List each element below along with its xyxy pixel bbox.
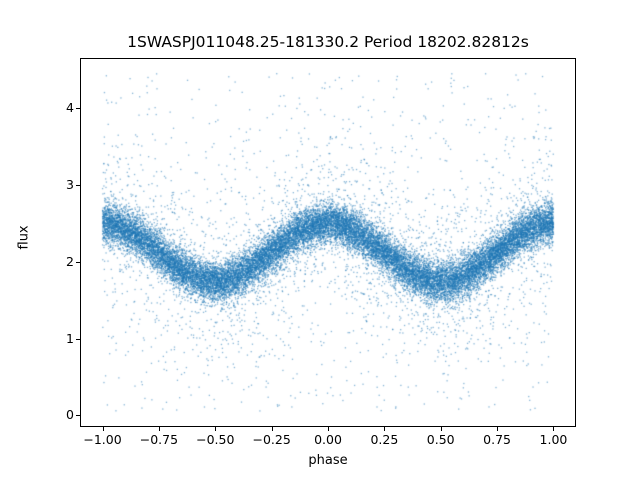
x-tick-mark — [271, 427, 273, 431]
y-tick-label: 0 — [66, 407, 74, 423]
plot-area — [80, 58, 576, 427]
x-tick-mark — [553, 427, 555, 431]
chart-title: 1SWASPJ011048.25-181330.2 Period 18202.8… — [127, 33, 529, 51]
y-tick-mark — [76, 107, 80, 109]
x-tick-label: 0.00 — [314, 432, 342, 447]
y-tick-label: 4 — [66, 99, 74, 115]
x-tick-label: 0.75 — [483, 432, 511, 447]
x-tick-mark — [215, 427, 217, 431]
y-tick-label: 3 — [66, 176, 74, 192]
x-tick-label: −0.75 — [139, 432, 179, 447]
y-tick-mark — [76, 184, 80, 186]
x-axis-label: phase — [308, 453, 348, 468]
y-tick-mark — [76, 338, 80, 340]
x-tick-label: 1.00 — [539, 432, 568, 447]
y-tick-mark — [76, 415, 80, 417]
x-tick-label: −0.50 — [196, 432, 235, 447]
x-tick-label: 0.25 — [370, 432, 399, 447]
y-tick-label: 2 — [66, 253, 74, 269]
x-tick-mark — [497, 427, 499, 431]
x-tick-label: 0.50 — [426, 432, 455, 447]
x-tick-mark — [328, 427, 329, 431]
x-tick-mark — [384, 427, 386, 431]
x-tick-label: −0.25 — [252, 432, 291, 447]
x-tick-label: −1.00 — [83, 432, 122, 447]
y-axis-label: flux — [16, 225, 32, 250]
scatter-canvas — [81, 59, 575, 426]
x-tick-mark — [102, 427, 104, 431]
y-tick-mark — [76, 261, 80, 263]
y-tick-label: 1 — [66, 330, 74, 346]
x-tick-mark — [440, 427, 442, 431]
x-tick-mark — [158, 427, 160, 431]
